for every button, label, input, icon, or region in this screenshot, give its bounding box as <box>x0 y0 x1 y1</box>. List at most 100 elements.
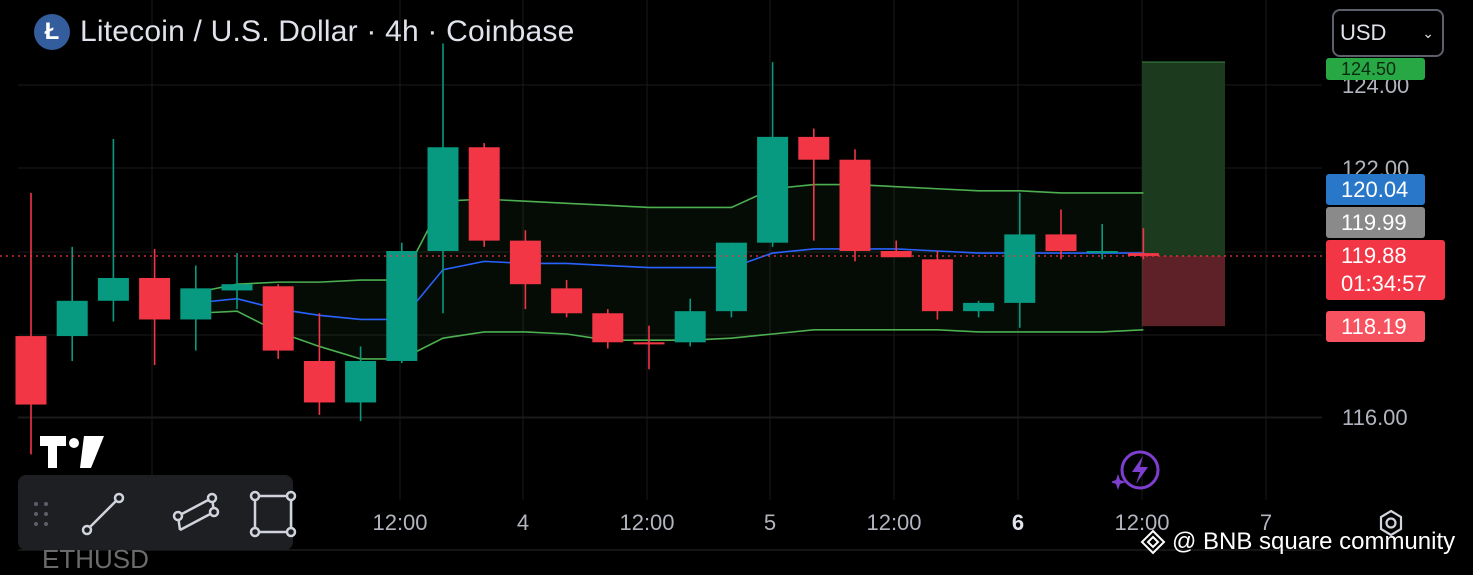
next-symbol-label: ETHUSD <box>42 544 149 574</box>
last-price-label: 119.88 01:34:57 <box>1326 240 1445 300</box>
candle-body <box>551 288 583 314</box>
currency-select[interactable]: USD ⌄ <box>1332 9 1444 57</box>
lightning-alert-icon[interactable] <box>1110 448 1168 501</box>
candle <box>551 280 583 318</box>
stop-zone <box>1142 255 1225 327</box>
rectangle-icon[interactable] <box>248 489 298 539</box>
stop-price-label: 118.19 <box>1326 311 1425 342</box>
candle <box>56 246 88 361</box>
tradingview-logo-icon[interactable] <box>38 434 106 475</box>
chart-title: Litecoin / U.S. Dollar · 4h · Coinbase <box>80 15 575 48</box>
candle-body <box>509 240 541 285</box>
chevron-down-icon: ⌄ <box>1422 24 1434 41</box>
candle-body <box>427 147 459 251</box>
candle-body <box>880 251 912 258</box>
bnb-logo-icon <box>1140 529 1166 555</box>
candle <box>921 251 953 320</box>
candle <box>303 313 335 415</box>
candle-body <box>15 336 47 405</box>
time-axis-ticks: 12:00 4 12:00 5 12:00 6 12:00 7 <box>372 510 1272 535</box>
candle-body <box>633 342 665 345</box>
trend-line-icon[interactable] <box>78 489 128 539</box>
candle <box>468 143 500 247</box>
candle <box>592 309 624 349</box>
candle-body <box>180 288 212 320</box>
drawing-toolbar <box>18 475 297 550</box>
candle <box>839 149 871 262</box>
candle <box>180 265 212 351</box>
candle-body <box>674 311 706 343</box>
parallel-channel-icon[interactable] <box>171 489 221 539</box>
candle-body <box>139 277 171 320</box>
candle <box>1127 228 1159 260</box>
candle-body <box>345 360 377 403</box>
target-price-label: 124.50 <box>1326 58 1425 80</box>
litecoin-logo-icon: Ł <box>34 14 70 50</box>
candle-body <box>715 242 747 312</box>
lower-band-line <box>195 310 1144 360</box>
basis-line <box>195 248 1144 321</box>
target-zone <box>1142 62 1225 256</box>
candle <box>1045 209 1077 260</box>
candle <box>427 43 459 314</box>
candle-body <box>798 136 830 160</box>
settings-gear-icon[interactable] <box>1376 508 1406 543</box>
mid-price-label: 119.99 <box>1326 207 1425 238</box>
candle-body <box>1004 234 1036 303</box>
time-tick-label: 7 <box>1260 510 1272 535</box>
candle-body <box>839 159 871 251</box>
candle-body <box>56 300 88 337</box>
candle <box>963 300 995 318</box>
last-price-value: 119.88 <box>1341 243 1407 268</box>
candle <box>1004 192 1036 328</box>
candles <box>15 43 1159 455</box>
candle-body <box>303 360 335 403</box>
candle-body <box>1127 253 1159 256</box>
candle <box>633 325 665 370</box>
watermark: @ BNB square community <box>1140 528 1455 556</box>
watermark-text: @ BNB square community <box>1172 528 1456 555</box>
upper-band-price-label: 120.04 <box>1326 174 1425 205</box>
candle <box>1086 224 1118 260</box>
candle-countdown: 01:34:57 <box>1341 271 1427 296</box>
symbol-title[interactable]: Ł Litecoin / U.S. Dollar · 4h · Coinbase <box>34 14 575 50</box>
drag-handle-icon[interactable] <box>18 489 64 539</box>
candle-body <box>262 286 294 351</box>
time-tick-label: 12:00 <box>372 510 427 535</box>
bollinger-bands <box>195 183 1144 360</box>
candle <box>509 230 541 310</box>
candle <box>386 242 418 364</box>
candle <box>880 240 912 258</box>
candle <box>757 62 789 247</box>
candle-body <box>468 147 500 241</box>
upper-band-line <box>195 183 1144 294</box>
candle-body <box>963 302 995 312</box>
band-fill <box>195 184 1144 359</box>
time-tick-label: 12:00 <box>866 510 921 535</box>
time-tick-label: 12:00 <box>619 510 674 535</box>
price-tick-label: 116.00 <box>1342 405 1408 430</box>
position-tool <box>1142 61 1225 327</box>
candle-body <box>386 251 418 361</box>
candle <box>674 298 706 347</box>
time-tick-label: 4 <box>517 510 529 535</box>
time-tick-label: 5 <box>764 510 776 535</box>
candle <box>345 346 377 422</box>
time-tick-label: 12:00 <box>1114 510 1169 535</box>
candle <box>715 242 747 318</box>
candle <box>221 253 253 310</box>
candle-body <box>221 284 253 291</box>
candle <box>262 284 294 359</box>
time-tick-label: 6 <box>1012 510 1024 535</box>
currency-value: USD <box>1340 20 1387 45</box>
candle-body <box>1045 234 1077 251</box>
candle-body <box>921 259 953 312</box>
candle <box>139 248 171 366</box>
candle-body <box>1086 251 1118 253</box>
candle <box>798 128 830 241</box>
candle-body <box>757 136 789 243</box>
candle-body <box>592 313 624 343</box>
candle <box>97 138 129 322</box>
candle <box>15 192 47 455</box>
